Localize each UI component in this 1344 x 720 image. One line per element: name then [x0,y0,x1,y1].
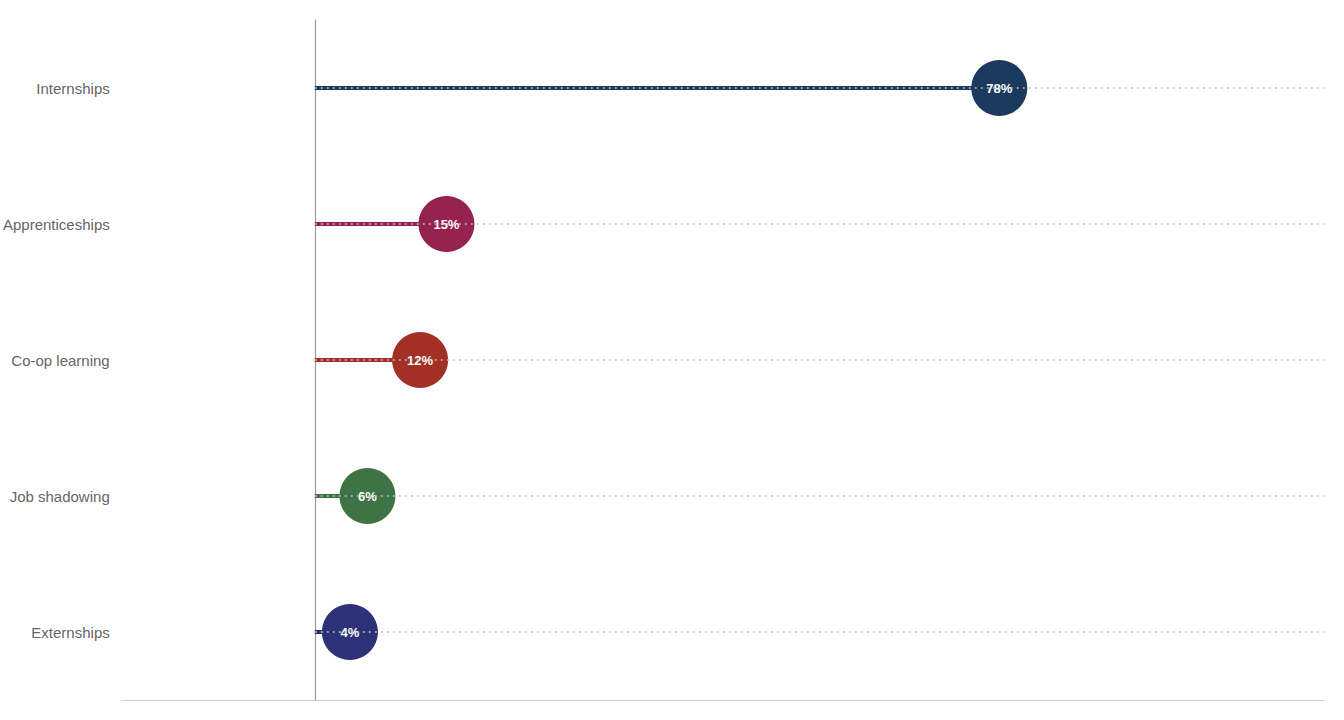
svg-text:Apprenticeships: Apprenticeships [3,216,110,233]
svg-text:4%: 4% [340,624,360,640]
svg-text:Co-op learning: Co-op learning [11,352,109,369]
svg-text:15%: 15% [433,217,459,232]
svg-text:Job shadowing: Job shadowing [10,488,110,505]
svg-text:Internships: Internships [36,80,109,97]
svg-text:12%: 12% [407,352,434,368]
svg-text:Externships: Externships [31,624,109,641]
svg-text:6%: 6% [358,489,377,504]
svg-text:78%: 78% [986,80,1013,96]
